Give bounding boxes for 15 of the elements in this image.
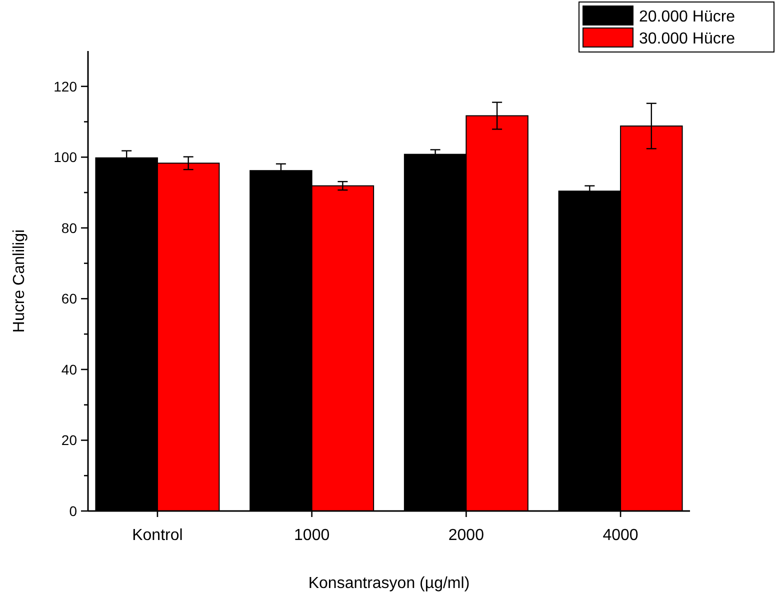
y-tick-label: 40 bbox=[61, 361, 78, 378]
legend-label: 20.000 Hücre bbox=[639, 8, 736, 26]
x-axis-title: Konsantrasyon (µg/ml) bbox=[308, 575, 470, 592]
y-tick-label: 60 bbox=[61, 290, 78, 307]
x-tick-label: 2000 bbox=[448, 527, 484, 544]
y-tick-label: 0 bbox=[69, 502, 78, 519]
y-tick-label: 80 bbox=[61, 220, 78, 236]
y-tick-label: 100 bbox=[54, 149, 78, 166]
x-tick-label: Kontrol bbox=[132, 527, 183, 544]
x-tick-label: 1000 bbox=[294, 527, 330, 544]
x-tick-label: 4000 bbox=[602, 527, 638, 544]
y-tick-label: 20 bbox=[61, 432, 78, 448]
y-tick-label: 120 bbox=[54, 78, 78, 94]
legend-label: 30.000 Hücre bbox=[639, 30, 736, 48]
y-axis-title: Hucre Canliligi bbox=[11, 229, 28, 333]
